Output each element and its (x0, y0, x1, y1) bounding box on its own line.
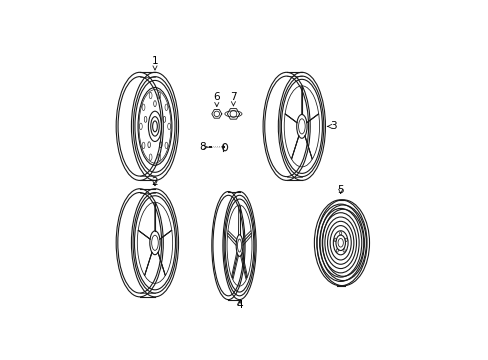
Text: 1: 1 (151, 56, 158, 70)
Text: 3: 3 (327, 121, 336, 131)
Text: 5: 5 (337, 185, 344, 195)
Text: 2: 2 (151, 177, 158, 187)
Text: 7: 7 (230, 92, 236, 106)
Text: 8: 8 (199, 142, 208, 152)
Text: 6: 6 (213, 92, 220, 107)
Text: 4: 4 (236, 300, 243, 310)
